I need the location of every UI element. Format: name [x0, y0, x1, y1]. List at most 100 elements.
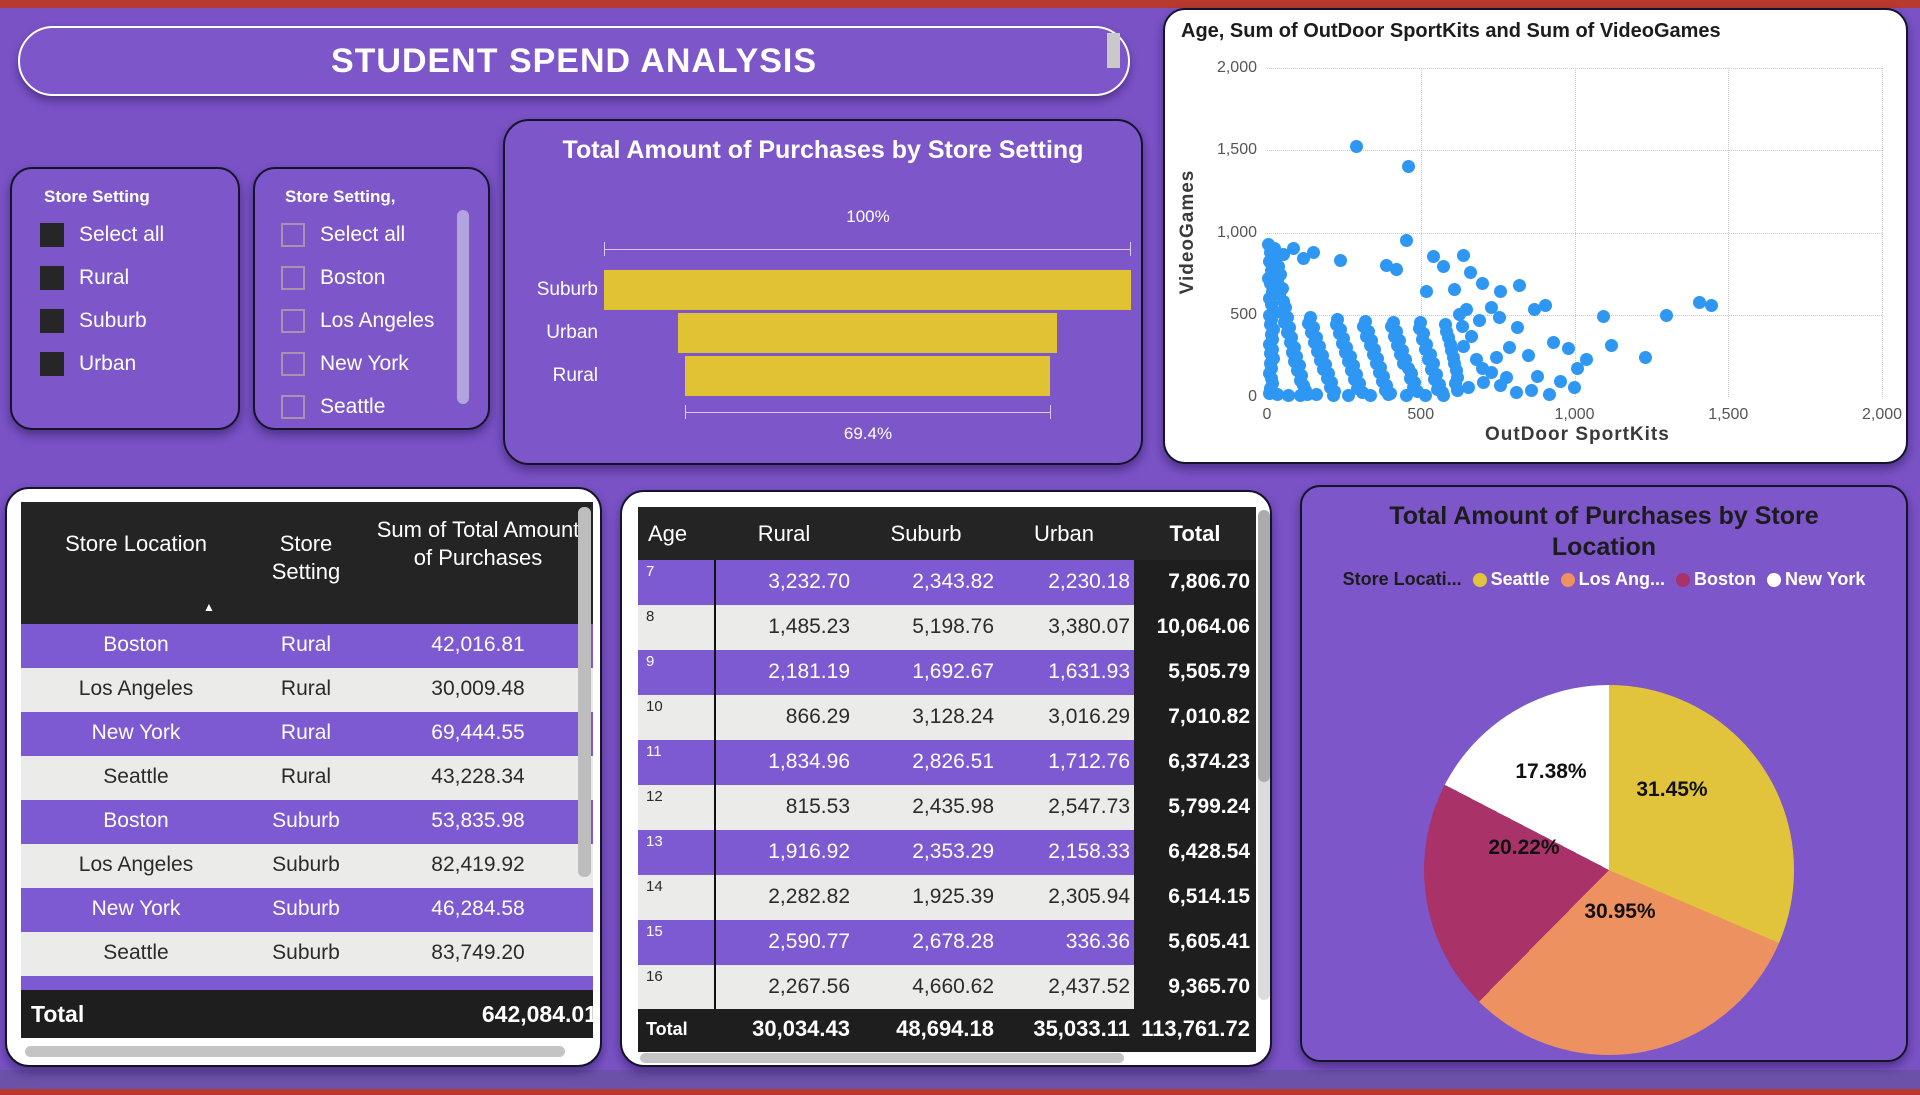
matrix-horizontal-scrollbar[interactable] — [640, 1053, 1124, 1063]
legend-dot — [1472, 572, 1487, 587]
store-table-card: Store Location Store Setting Sum of Tota… — [5, 487, 602, 1067]
store-table-vertical-scrollbar[interactable] — [578, 507, 591, 877]
checkbox-checked[interactable] — [40, 309, 64, 333]
matrix-scrollbar-thumb[interactable] — [1258, 510, 1270, 782]
scatter-point — [1437, 260, 1451, 274]
matrix-row[interactable]: 12 815.53 2,435.98 2,547.73 5,799.24 — [638, 785, 1256, 830]
cell-rural: 1,834.96 — [768, 750, 850, 773]
slicer-item-select-all[interactable]: Select all — [40, 223, 228, 247]
cell-rural: 3,232.70 — [768, 570, 850, 593]
column-header-total[interactable]: Total — [1169, 521, 1221, 546]
matrix-row[interactable]: 13 1,916.92 2,353.29 2,158.33 6,428.54 — [638, 830, 1256, 875]
scatter-point — [1509, 385, 1523, 399]
matrix-row[interactable]: 16 2,267.56 4,660.62 2,437.52 9,365.70 — [638, 965, 1256, 1009]
checkbox-checked[interactable] — [40, 223, 64, 247]
cell-age: 16 — [646, 968, 663, 985]
checkbox-unchecked[interactable] — [281, 309, 305, 333]
store-table-header[interactable]: Store Location Store Setting Sum of Tota… — [21, 502, 593, 624]
matrix-row[interactable]: 7 3,232.70 2,343.82 2,230.18 7,806.70 — [638, 560, 1256, 605]
scatter-point — [1349, 139, 1363, 153]
column-header-suburb[interactable]: Suburb — [890, 521, 962, 546]
checkbox-unchecked[interactable] — [281, 395, 305, 419]
table-row[interactable]: New York Suburb 46,284.58 — [21, 888, 593, 932]
cell-suburb: 3,128.24 — [912, 705, 994, 728]
scatter-point — [1400, 234, 1414, 248]
matrix-row[interactable]: 9 2,181.19 1,692.67 1,631.93 5,505.79 — [638, 650, 1256, 695]
pie-chart-title: Total Amount of Purchases by Store Locat… — [1389, 502, 1819, 562]
cell-total: 6,514.15 — [1134, 875, 1256, 920]
column-header-store-setting[interactable]: Store Setting — [271, 531, 341, 584]
ruler-tick — [685, 405, 686, 419]
slicer-item-boston[interactable]: Boston — [281, 266, 462, 290]
sort-ascending-icon[interactable]: ▲ — [203, 600, 215, 614]
table-row[interactable]: Los Angeles Rural 30,009.48 — [21, 668, 593, 712]
slicer-store-setting: Store Setting Select all Rural Suburb Urban — [10, 167, 240, 430]
table-row[interactable]: New York Rural 69,444.55 — [21, 712, 593, 756]
slicer-item-new-york[interactable]: New York — [281, 352, 462, 376]
slicer-item-select-all[interactable]: Select all — [281, 223, 462, 247]
cell-sum-purchases: 30,009.48 — [431, 677, 525, 700]
funnel-bar-rural[interactable] — [684, 356, 1051, 396]
table-row[interactable]: Seattle Suburb 83,749.20 — [21, 932, 593, 976]
x-tick-label: 1,500 — [1708, 406, 1749, 423]
table-row[interactable]: Boston Suburb 53,835.98 — [21, 800, 593, 844]
store-table-horizontal-scrollbar[interactable] — [25, 1046, 565, 1057]
cell-urban: 3,016.29 — [1048, 705, 1130, 728]
slicer-title: Store Setting, — [285, 187, 396, 206]
legend-item-boston[interactable]: Boston — [1676, 569, 1756, 590]
cell-age: 15 — [646, 923, 663, 940]
matrix-row[interactable]: 11 1,834.96 2,826.51 1,712.76 6,374.23 — [638, 740, 1256, 785]
x-tick-label: 1,000 — [1554, 406, 1595, 423]
checkbox-checked[interactable] — [40, 352, 64, 376]
banner-scrollbar[interactable] — [1107, 33, 1120, 68]
checkbox-unchecked[interactable] — [281, 352, 305, 376]
page-title: STUDENT SPEND ANALYSIS — [330, 41, 818, 80]
cell-store-location: New York — [91, 897, 181, 920]
funnel-bar-urban[interactable] — [678, 313, 1057, 353]
legend-item-new-york[interactable]: New York — [1767, 569, 1865, 590]
column-header-urban[interactable]: Urban — [1034, 521, 1094, 546]
funnel-top-ruler — [604, 242, 1131, 256]
scatter-point — [1457, 249, 1471, 263]
funnel-bar-suburb[interactable] — [604, 270, 1131, 310]
scatter-point — [1469, 352, 1483, 366]
slicer-item-urban[interactable]: Urban — [40, 352, 228, 376]
slicer-item-seattle[interactable]: Seattle — [281, 395, 462, 419]
scatter-point — [1638, 350, 1652, 364]
table-row-partial[interactable] — [21, 976, 593, 990]
matrix-row[interactable]: 14 2,282.82 1,925.39 2,305.94 6,514.15 — [638, 875, 1256, 920]
slicer-scrollbar[interactable] — [457, 210, 469, 404]
slicer-item-suburb[interactable]: Suburb — [40, 309, 228, 333]
funnel-category-label: Suburb — [536, 279, 598, 300]
scatter-point — [1418, 388, 1432, 402]
legend-item-los-ang[interactable]: Los Ang... — [1560, 569, 1665, 590]
legend-title: Store Locati... — [1342, 569, 1462, 589]
cell-sum-purchases: 83,749.20 — [431, 941, 525, 964]
matrix-row[interactable]: 8 1,485.23 5,198.76 3,380.07 10,064.06 — [638, 605, 1256, 650]
column-header-sum-purchases[interactable]: Sum of Total Amount of Purchases — [376, 517, 580, 570]
matrix-header[interactable]: Age Rural Suburb Urban Total — [638, 507, 1256, 560]
column-header-age[interactable]: Age — [648, 521, 688, 546]
slicer-item-los-angeles[interactable]: Los Angeles — [281, 309, 462, 333]
slicer-item-rural[interactable]: Rural — [40, 266, 228, 290]
x-tick-label: 500 — [1407, 406, 1435, 423]
checkbox-unchecked[interactable] — [281, 266, 305, 290]
checkbox-checked[interactable] — [40, 266, 64, 290]
column-header-store-location[interactable]: Store Location — [65, 531, 207, 556]
cell-store-setting: Suburb — [272, 897, 340, 920]
column-header-rural[interactable]: Rural — [757, 521, 811, 546]
checkbox-unchecked[interactable] — [281, 223, 305, 247]
matrix-total-row: Total 30,034.43 48,694.18 35,033.11 113,… — [638, 1009, 1256, 1052]
scatter-point — [1485, 301, 1498, 315]
matrix-row[interactable]: 10 866.29 3,128.24 3,016.29 7,010.82 — [638, 695, 1256, 740]
pie-chart[interactable] — [1424, 685, 1794, 1055]
cell-total: 10,064.06 — [1134, 605, 1256, 650]
slicer-item-label: Select all — [320, 223, 406, 246]
funnel-bottom-percent: 69.4% — [843, 424, 893, 443]
table-row[interactable]: Los Angeles Suburb 82,419.92 — [21, 844, 593, 888]
table-row[interactable]: Boston Rural 42,016.81 — [21, 624, 593, 668]
legend-item-seattle[interactable]: Seattle — [1472, 569, 1550, 590]
table-row[interactable]: Seattle Rural 43,228.34 — [21, 756, 593, 800]
cell-suburb: 2,353.29 — [912, 840, 994, 863]
matrix-row[interactable]: 15 2,590.77 2,678.28 336.36 5,605.41 — [638, 920, 1256, 965]
